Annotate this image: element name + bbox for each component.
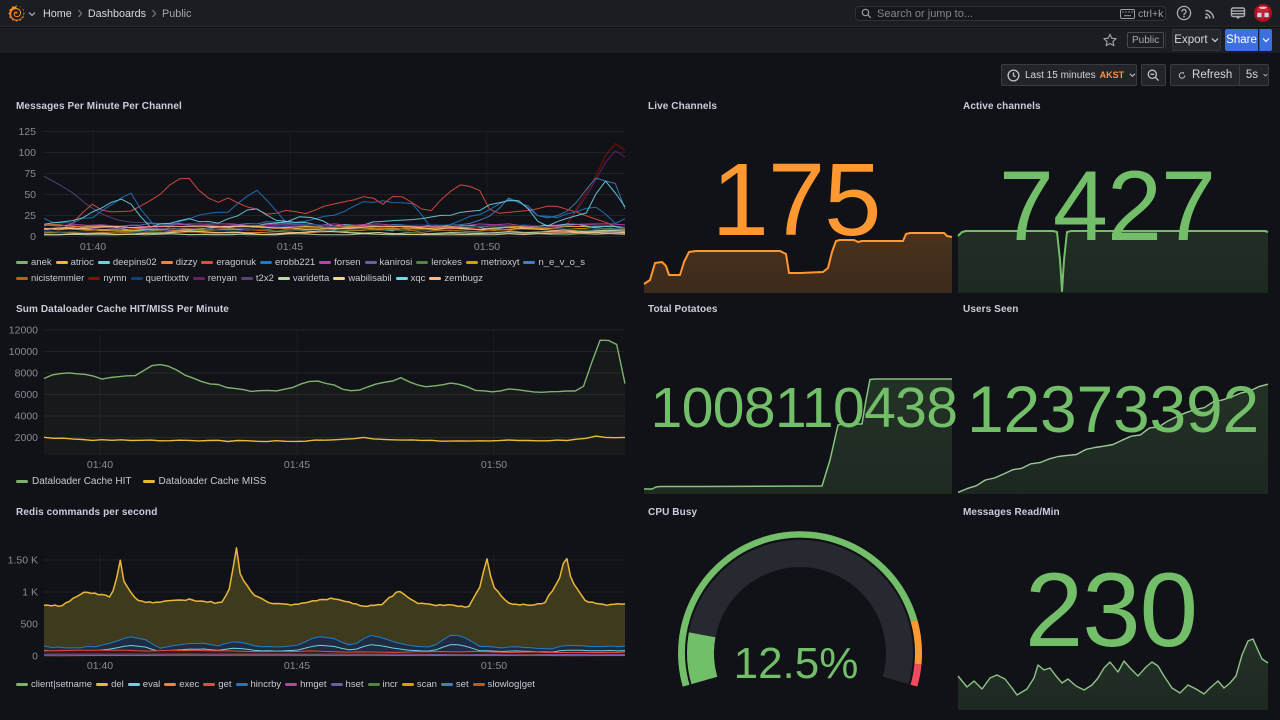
svg-text:01:40: 01:40 [87, 459, 113, 471]
svg-text:25: 25 [24, 210, 36, 222]
svg-text:01:40: 01:40 [80, 241, 106, 253]
svg-text:4000: 4000 [15, 411, 39, 423]
svg-text:500: 500 [20, 619, 38, 631]
svg-text:8000: 8000 [15, 368, 39, 380]
svg-text:01:45: 01:45 [284, 660, 310, 672]
svg-text:0: 0 [30, 231, 36, 243]
svg-text:01:50: 01:50 [481, 459, 507, 471]
svg-text:75: 75 [24, 168, 36, 180]
svg-text:6000: 6000 [15, 389, 39, 401]
svg-text:10000: 10000 [9, 346, 38, 358]
svg-text:01:45: 01:45 [284, 459, 310, 471]
svg-text:01:45: 01:45 [277, 241, 303, 253]
svg-text:1 K: 1 K [22, 587, 38, 599]
svg-text:1.50 K: 1.50 K [8, 555, 38, 567]
svg-text:100: 100 [18, 147, 36, 159]
svg-text:01:40: 01:40 [87, 660, 113, 672]
svg-text:01:50: 01:50 [481, 660, 507, 672]
svg-text:12000: 12000 [9, 325, 38, 337]
svg-text:50: 50 [24, 189, 36, 201]
svg-text:2000: 2000 [15, 432, 39, 444]
svg-text:0: 0 [32, 651, 38, 663]
svg-text:125: 125 [18, 126, 36, 138]
svg-text:01:50: 01:50 [474, 241, 500, 253]
